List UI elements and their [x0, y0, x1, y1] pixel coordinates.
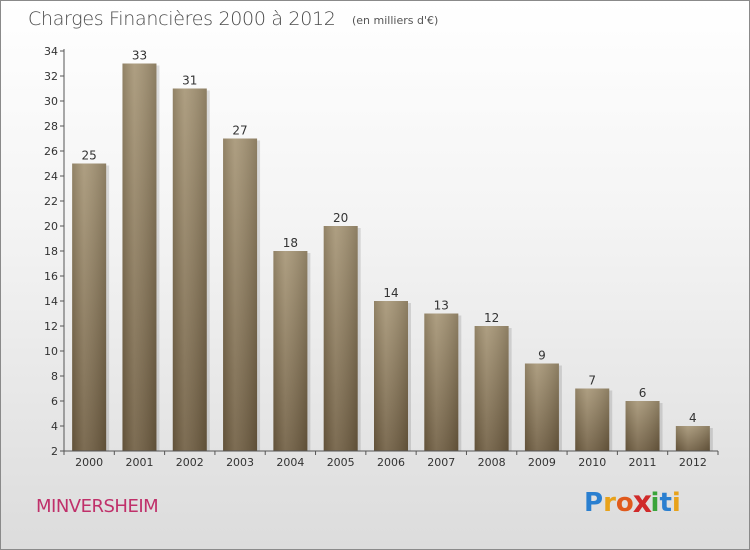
- x-tick-label: 2011: [629, 456, 657, 469]
- bar-shine: [172, 88, 207, 451]
- y-tick-label: 2: [51, 445, 58, 458]
- y-tick-label: 34: [44, 45, 58, 58]
- y-tick-label: 26: [44, 145, 58, 158]
- bar-shine: [223, 138, 258, 451]
- x-tick-label: 2001: [125, 456, 153, 469]
- logo-letter: r: [603, 488, 616, 518]
- value-label: 25: [82, 149, 97, 163]
- bar-shine: [72, 163, 107, 451]
- x-tick-label: 2009: [528, 456, 556, 469]
- value-label: 31: [182, 74, 197, 88]
- logo-letter: P: [584, 488, 604, 518]
- x-tick-label: 2005: [327, 456, 355, 469]
- value-label: 18: [283, 236, 298, 250]
- value-label: 6: [639, 386, 647, 400]
- y-tick-label: 18: [44, 245, 58, 258]
- value-label: 4: [689, 411, 697, 425]
- y-tick-label: 10: [44, 345, 58, 358]
- y-tick-label: 16: [44, 270, 58, 283]
- bar-shine: [323, 226, 358, 451]
- value-label: 14: [383, 286, 398, 300]
- value-label: 13: [434, 299, 449, 313]
- y-tick-label: 4: [51, 420, 58, 433]
- x-tick-label: 2008: [478, 456, 506, 469]
- proxiti-logo: Proxiti: [584, 485, 681, 521]
- logo-letter: x: [632, 485, 652, 521]
- logo-letter: i: [650, 488, 660, 518]
- logo-letter: i: [671, 488, 681, 518]
- x-tick-label: 2012: [679, 456, 707, 469]
- bar-shine: [625, 401, 660, 451]
- x-tick-label: 2006: [377, 456, 405, 469]
- value-label: 12: [484, 311, 499, 325]
- y-tick-label: 20: [44, 220, 58, 233]
- commune-name: MINVERSHEIM: [36, 496, 159, 517]
- y-tick-label: 30: [44, 95, 58, 108]
- y-tick-label: 28: [44, 120, 58, 133]
- y-tick-label: 32: [44, 70, 58, 83]
- value-label: 20: [333, 211, 348, 225]
- y-tick-label: 24: [44, 170, 58, 183]
- logo-letter: o: [615, 488, 634, 518]
- value-label: 9: [538, 349, 546, 363]
- value-label: 27: [232, 124, 247, 138]
- bar-shine: [122, 63, 157, 451]
- y-tick-label: 6: [51, 395, 58, 408]
- x-tick-label: 2010: [578, 456, 606, 469]
- y-tick-label: 14: [44, 295, 58, 308]
- bars: 25 33 31 27 18 20 14 13 12 9 7 6 4: [72, 49, 713, 451]
- bar-shine: [273, 251, 308, 451]
- value-label: 33: [132, 49, 147, 63]
- y-tick-label: 8: [51, 370, 58, 383]
- bar-shine: [424, 313, 459, 451]
- chart-title: Charges Financières 2000 à 2012: [28, 8, 336, 30]
- value-label: 7: [588, 374, 596, 388]
- bar-shine: [374, 301, 408, 451]
- x-tick-label: 2007: [427, 456, 455, 469]
- logo-letter: t: [659, 488, 672, 518]
- bar-shine: [524, 363, 559, 451]
- bar-shine: [474, 326, 509, 451]
- x-tick-label: 2003: [226, 456, 254, 469]
- x-tick-label: 2004: [276, 456, 304, 469]
- x-tick-label: 2000: [75, 456, 103, 469]
- chart-subtitle: (en milliers d'€): [352, 14, 439, 27]
- y-tick-label: 12: [44, 320, 58, 333]
- x-tick-label: 2002: [176, 456, 204, 469]
- x-axis: 2000 2001 2002 2003 2004 2005 2006 2007 2008 2009…: [63, 450, 719, 469]
- bar-shine: [575, 388, 610, 451]
- y-tick-label: 22: [44, 195, 58, 208]
- bar-shine: [675, 426, 710, 451]
